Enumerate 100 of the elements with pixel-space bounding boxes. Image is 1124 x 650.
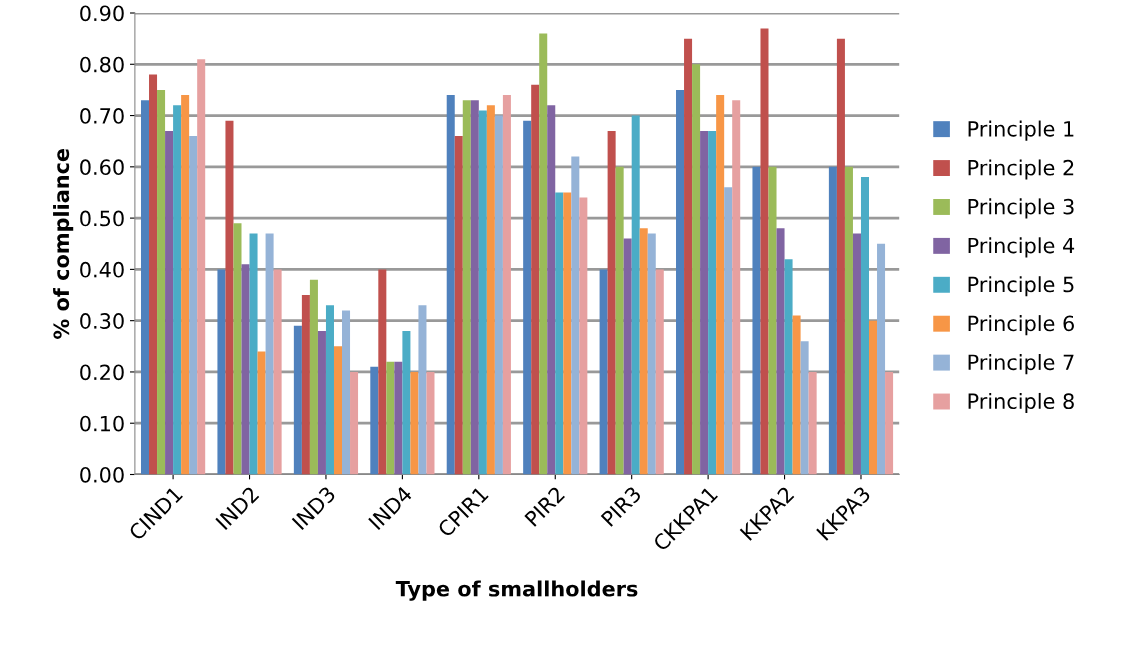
bar <box>869 320 878 475</box>
bar <box>333 346 343 475</box>
bar <box>241 264 250 475</box>
bar <box>446 95 455 475</box>
bar <box>257 351 266 475</box>
legend-label: Principle 6 <box>968 315 1074 336</box>
legend-label: Principle 5 <box>968 276 1074 297</box>
bar <box>149 74 158 475</box>
legend-label: Principle 2 <box>968 159 1074 180</box>
bar <box>877 243 886 475</box>
bar <box>836 38 845 475</box>
y-axis-title: % of compliance <box>53 148 74 339</box>
bar <box>655 269 664 475</box>
bar <box>708 130 717 475</box>
bar <box>370 366 379 475</box>
bar <box>350 371 359 475</box>
bar <box>478 110 487 475</box>
bar <box>494 115 503 475</box>
bar <box>700 130 709 475</box>
y-tick-label: 0.20 <box>80 364 124 381</box>
bar <box>571 156 580 475</box>
bar <box>233 223 242 475</box>
bar <box>386 361 395 475</box>
x-axis-title: Type of smallholders <box>395 580 638 601</box>
bar <box>293 325 302 475</box>
bar <box>684 38 693 475</box>
bar <box>808 371 817 475</box>
bar <box>454 136 463 475</box>
bar <box>623 238 632 475</box>
bar <box>394 361 403 475</box>
bar <box>173 105 182 475</box>
bar <box>249 233 258 475</box>
bar <box>301 295 310 475</box>
y-tick-label: 0.50 <box>80 210 124 227</box>
bar <box>828 166 837 475</box>
legend-label: Principle 3 <box>968 198 1074 219</box>
bar <box>317 330 326 475</box>
bar <box>768 166 777 475</box>
bar <box>217 269 226 475</box>
bar <box>800 341 809 475</box>
y-tick-label: 0.80 <box>80 56 124 73</box>
bar <box>792 315 801 475</box>
y-tick-label: 0.10 <box>80 415 124 432</box>
bar <box>631 115 640 475</box>
bar <box>760 28 769 475</box>
bar <box>716 95 725 475</box>
bar <box>692 64 701 475</box>
y-tick-label: 0.00 <box>80 466 124 483</box>
bar <box>531 84 540 475</box>
bar <box>225 120 234 475</box>
bar <box>885 371 894 475</box>
bar <box>844 166 853 475</box>
bar <box>325 305 334 475</box>
bar <box>539 33 548 475</box>
bar <box>579 197 588 475</box>
bar <box>165 130 174 475</box>
bar <box>181 95 190 475</box>
y-tick-label: 0.40 <box>80 261 124 278</box>
bar <box>615 166 624 475</box>
bar <box>860 177 870 475</box>
bar <box>523 120 532 475</box>
bar <box>547 105 556 475</box>
bar <box>402 330 411 475</box>
y-tick-label: 0.30 <box>80 313 124 329</box>
bar <box>189 136 198 475</box>
bar <box>639 228 648 475</box>
bar <box>784 259 793 475</box>
bar <box>265 233 274 475</box>
bar <box>647 233 656 475</box>
legend-label: Principle 4 <box>968 237 1075 258</box>
bar <box>607 130 616 475</box>
y-tick-label: 0.90 <box>80 5 124 22</box>
bar <box>732 100 741 475</box>
bar <box>157 89 166 475</box>
bar <box>752 166 761 475</box>
bar <box>462 100 471 475</box>
bar <box>555 192 564 475</box>
bar <box>470 100 479 475</box>
bar <box>502 95 511 475</box>
bar <box>426 371 435 475</box>
bar <box>486 105 495 475</box>
bar <box>309 279 318 475</box>
bar <box>724 187 733 475</box>
bar <box>197 59 206 475</box>
bar <box>676 89 685 475</box>
y-tick-label: 0.60 <box>80 159 124 176</box>
y-tick-label: 0.70 <box>80 108 124 124</box>
bar <box>140 100 150 475</box>
bar <box>776 228 785 475</box>
bar <box>599 269 608 475</box>
bar <box>852 233 861 475</box>
bar <box>418 305 427 475</box>
bar <box>563 192 572 475</box>
legend-label: Principle 8 <box>968 392 1074 414</box>
legend-label: Principle 7 <box>968 354 1074 375</box>
bar <box>410 371 419 475</box>
legend-label: Principle 1 <box>968 120 1074 141</box>
bar <box>378 269 387 475</box>
bar <box>342 310 351 475</box>
bar <box>273 269 282 475</box>
